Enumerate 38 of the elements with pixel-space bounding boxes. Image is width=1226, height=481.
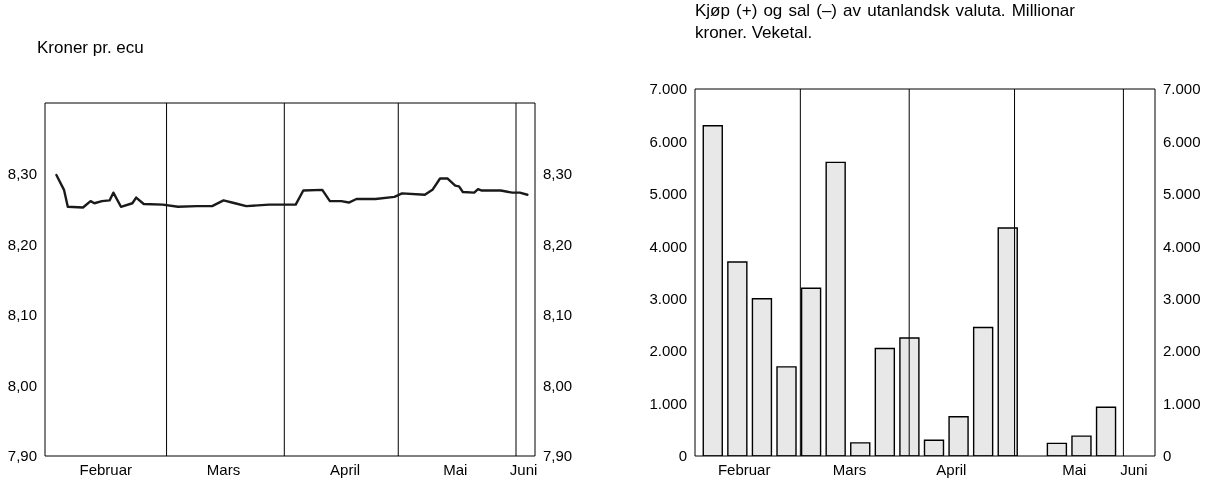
y-tick-label: 6.000 xyxy=(649,132,687,150)
y-tick-label: 0 xyxy=(678,447,687,465)
y2-tick-label: 1.000 xyxy=(1163,394,1201,412)
x-tick-label: Februar xyxy=(717,460,771,478)
chart-title: Kjøp (+) og sal (–) av utanlandsk valuta. Millionar kroner. Veketal. xyxy=(695,0,1075,44)
x-tick-label: Mars xyxy=(206,460,241,478)
y2-tick-label: 8,20 xyxy=(543,235,573,253)
y2-tick-label: 7.000 xyxy=(1163,80,1201,98)
x-tick-label: Mai xyxy=(1062,460,1087,478)
y-tick-label: 7,90 xyxy=(7,447,37,465)
x-tick-label: April xyxy=(330,460,361,478)
y2-tick-label: 4.000 xyxy=(1163,237,1201,255)
y-tick-label: 2.000 xyxy=(649,342,687,360)
x-tick-label: April xyxy=(936,460,967,478)
y2-tick-label: 2.000 xyxy=(1163,342,1201,360)
y2-tick-label: 8,10 xyxy=(543,306,573,324)
y2-tick-label: 8,00 xyxy=(543,376,573,394)
y-tick-label: 8,30 xyxy=(7,164,37,182)
y-tick-label: 1.000 xyxy=(649,394,687,412)
x-tick-label: Mai xyxy=(443,460,468,478)
x-tick-label: Juni xyxy=(509,460,538,478)
y2-tick-label: 6.000 xyxy=(1163,132,1201,150)
y-tick-label: 8,10 xyxy=(7,306,37,324)
y-tick-label: 5.000 xyxy=(649,185,687,203)
x-tick-label: Februar xyxy=(79,460,133,478)
y-tick-label: 7.000 xyxy=(649,80,687,98)
y-tick-label: 8,00 xyxy=(7,376,37,394)
chart-title: Kroner pr. ecu xyxy=(37,37,145,59)
x-tick-label: Juni xyxy=(1120,460,1148,478)
y2-tick-label: 8,30 xyxy=(543,164,573,182)
x-tick-label: Mars xyxy=(832,460,867,478)
y-tick-label: 3.000 xyxy=(649,290,687,308)
y2-tick-label: 7,90 xyxy=(543,447,573,465)
y2-tick-label: 3.000 xyxy=(1163,290,1201,308)
y2-tick-label: 5.000 xyxy=(1163,185,1201,203)
y-tick-label: 4.000 xyxy=(649,237,687,255)
y2-tick-label: 0 xyxy=(1163,447,1172,465)
y-tick-label: 8,20 xyxy=(7,235,37,253)
